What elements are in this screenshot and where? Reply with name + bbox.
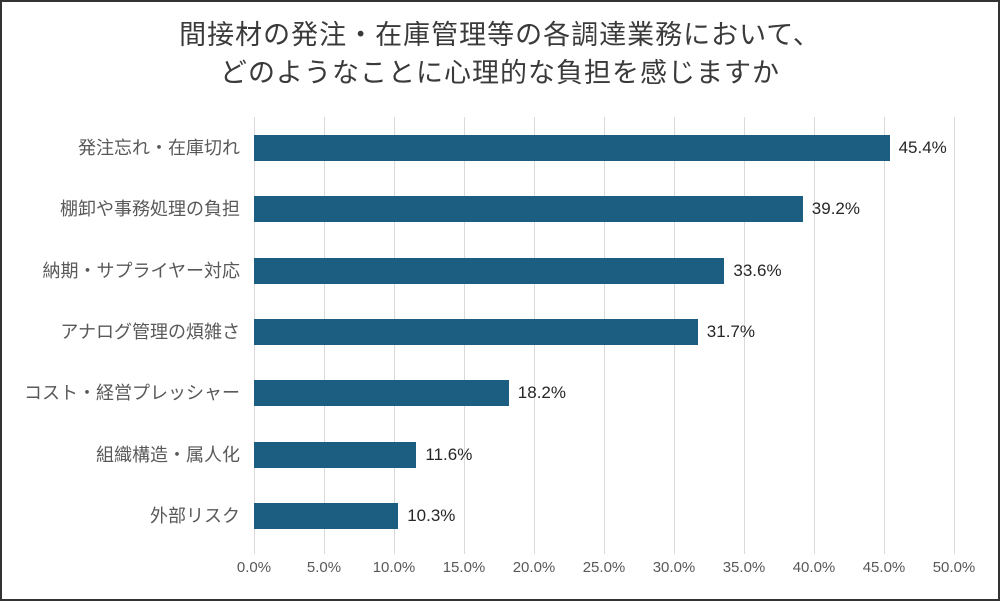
- category-label: 棚卸や事務処理の負担: [60, 199, 240, 220]
- x-tick-label: 30.0%: [652, 559, 696, 576]
- category-label: 納期・サプライヤー対応: [42, 260, 240, 281]
- x-tick-label: 5.0%: [306, 559, 342, 576]
- category-label: 組織構造・属人化: [96, 444, 240, 465]
- bar: [254, 380, 509, 407]
- x-tick-label: 10.0%: [372, 559, 416, 576]
- x-tick-label: 20.0%: [512, 559, 556, 576]
- bar-value-label: 18.2%: [517, 383, 566, 403]
- bar: [254, 319, 698, 345]
- bar-value-label: 39.2%: [811, 199, 860, 219]
- bar: [254, 257, 725, 284]
- bar: [254, 196, 803, 223]
- x-tick-label: 45.0%: [862, 559, 906, 576]
- category-label: コスト・経営プレッシャー: [24, 383, 240, 404]
- bar: [254, 441, 417, 468]
- gridline: [744, 117, 745, 554]
- bar-value-label: 10.3%: [407, 506, 456, 526]
- plot-area: 45.4% 39.2% 33.6% 31.7% 18.2% 11.6% 10.3%: [254, 117, 955, 554]
- x-tick-label: 15.0%: [442, 559, 486, 576]
- x-tick-label: 50.0%: [932, 559, 976, 576]
- category-axis: 発注忘れ・在庫切れ棚卸や事務処理の負担納期・サプライヤー対応アナログ管理の煩雑さ…: [12, 117, 240, 547]
- bar-value-label: 45.4%: [898, 137, 947, 157]
- chart-title-line-1: 間接材の発注・在庫管理等の各調達業務において、: [179, 20, 821, 50]
- category-label: 外部リスク: [150, 506, 240, 527]
- value-axis: 0.0% 5.0% 10.0% 15.0% 20.0% 25.0% 30.0% 35.0% 40…: [237, 559, 975, 581]
- bar-value-label: 11.6%: [425, 444, 473, 464]
- gridline: [884, 117, 885, 554]
- x-tick-label: 40.0%: [792, 559, 836, 576]
- x-tick-label: 25.0%: [582, 559, 626, 576]
- bar-value-label: 31.7%: [706, 322, 755, 341]
- bar: [254, 503, 399, 530]
- chart-title-line-2: どのようなことに心理的な負担を感じますか: [220, 58, 780, 88]
- gridline: [814, 117, 815, 554]
- category-label: 発注忘れ・在庫切れ: [78, 137, 240, 158]
- category-label: アナログ管理の煩雑さ: [60, 322, 240, 342]
- gridline: [954, 117, 955, 554]
- x-tick-label: 35.0%: [722, 559, 766, 576]
- bar: [254, 134, 890, 161]
- chart-title: 間接材の発注・在庫管理等の各調達業務において、 どのようなことに心理的な負担を感…: [2, 16, 998, 92]
- x-tick-label: 0.0%: [236, 559, 272, 576]
- bar-value-label: 33.6%: [733, 260, 782, 280]
